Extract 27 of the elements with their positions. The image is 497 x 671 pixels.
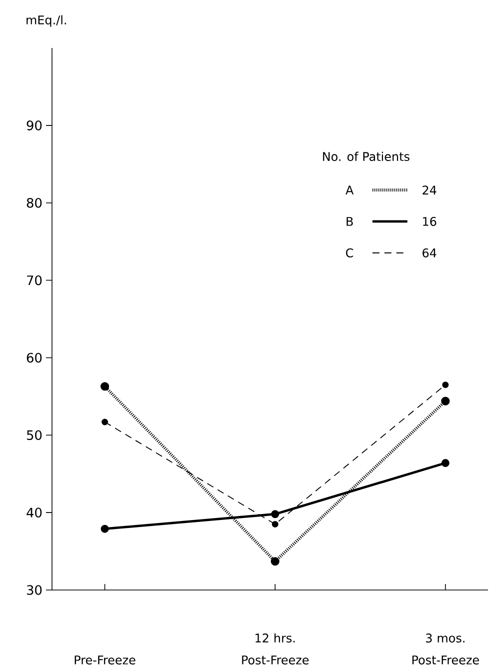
y-axis-title: mEq./l. [26,15,66,27]
y-tick-label: 30 [26,585,42,595]
legend-label: A [346,186,354,194]
point [442,382,449,388]
x-tick-label: 3 mos. Post-Freeze [412,634,479,664]
point [272,520,278,528]
legend-label: C [346,248,354,258]
x-tick-label: 12 hrs. Post-Freeze [242,633,309,664]
point [271,510,280,518]
y-tick-label: 80 [26,198,42,208]
point [270,557,280,566]
x-tick-label: Pre-Freeze [74,656,136,664]
point [441,459,450,468]
annotation: 64 [422,248,436,258]
point [102,418,108,426]
y-tick-label: 50 [27,430,42,440]
legend-title: No. of Patients [323,152,410,162]
y-tick-label: 90 [26,120,42,130]
point [100,524,109,533]
annotation: 16 [423,216,436,226]
point [441,396,450,406]
legend-label: B [346,217,353,226]
annotation: 24 [422,186,436,194]
y-tick-label: 40 [26,508,42,518]
y-tick-label: 70 [27,275,42,286]
y-tick-label: 60 [26,352,42,363]
point [100,382,110,391]
